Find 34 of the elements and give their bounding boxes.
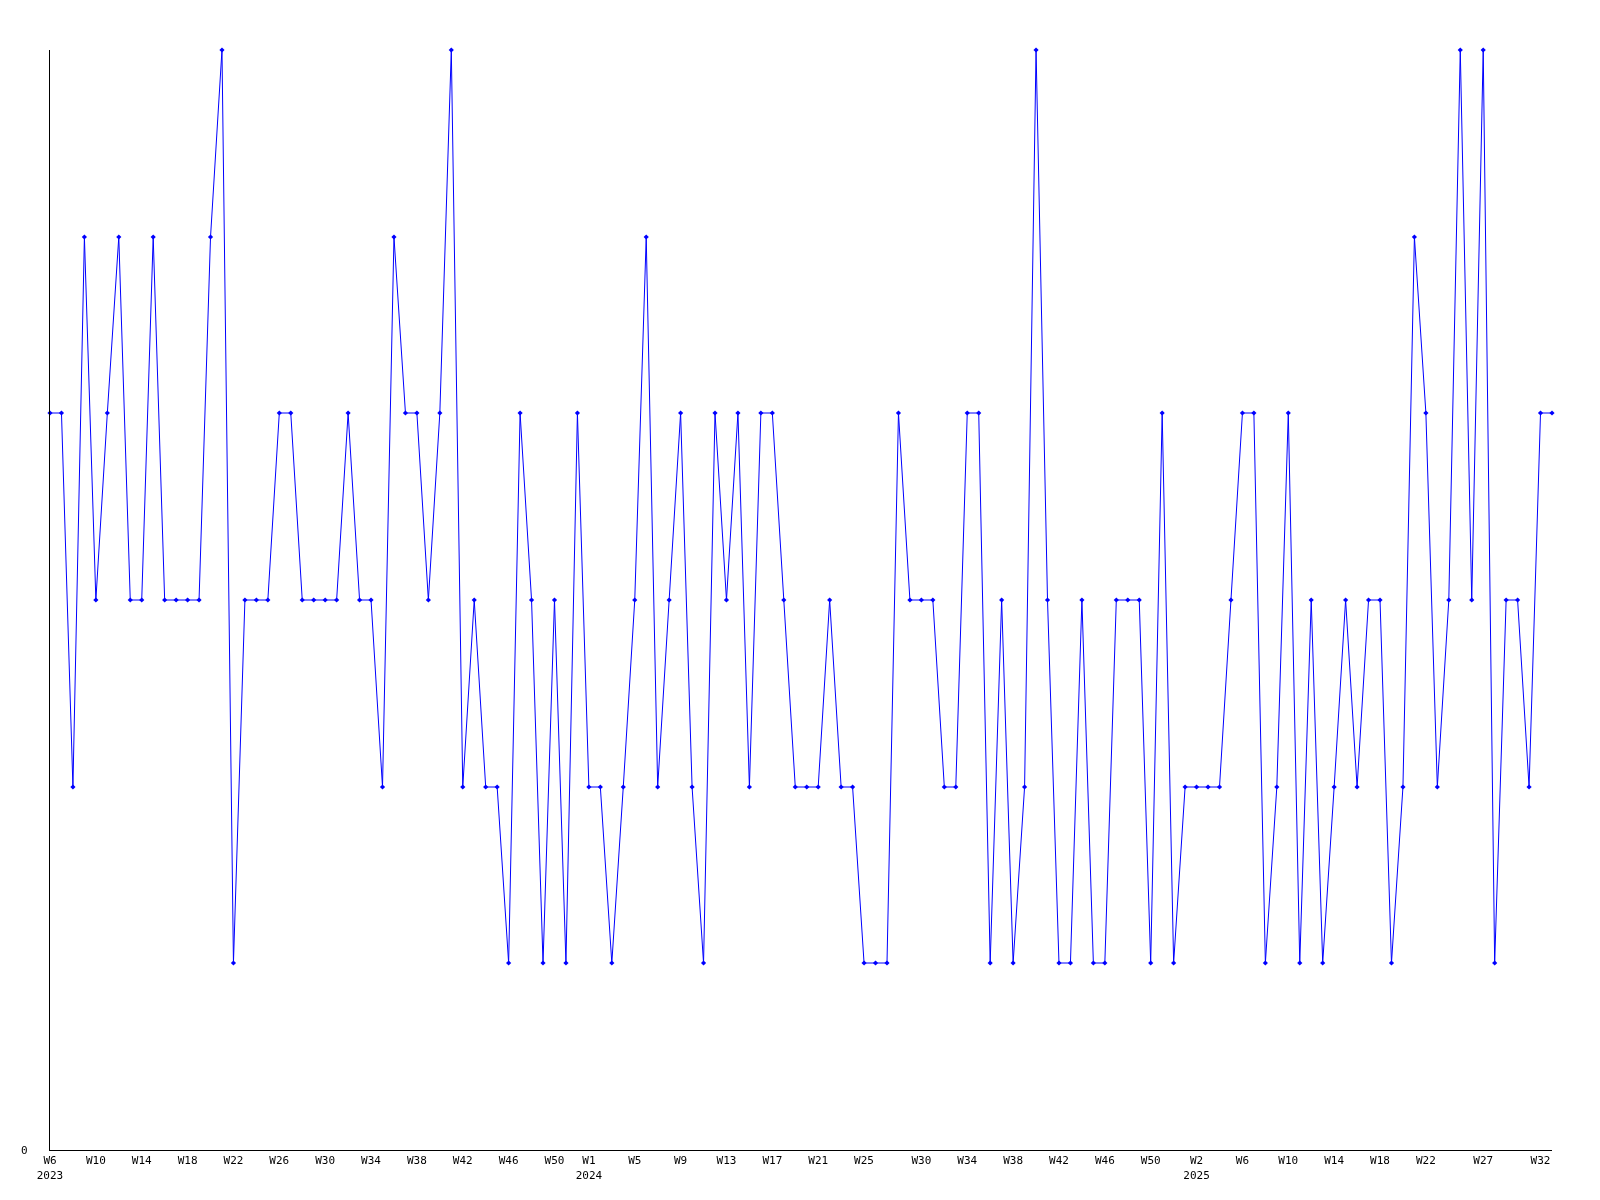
x-tick-label: W30 <box>315 1154 336 1168</box>
x-tick-label: W34 <box>361 1154 382 1168</box>
x-tick-label: W6 <box>1235 1154 1250 1168</box>
x-tick-label: W5 <box>628 1154 642 1168</box>
x-tick-label: W26 <box>269 1154 290 1168</box>
x-tick-label: W50 <box>1140 1154 1161 1168</box>
x-tick-label: W10 <box>1278 1154 1299 1168</box>
x-tick-label: W9 <box>673 1154 688 1168</box>
x-tick-label: W17 <box>762 1154 783 1168</box>
x-tick-label: W38 <box>1003 1154 1024 1168</box>
x-tick-label: W1 2024 <box>575 1154 603 1182</box>
x-tick-label: W46 <box>1094 1154 1115 1168</box>
x-tick-label: W34 <box>957 1154 978 1168</box>
x-tick-label: W6 2023 <box>36 1154 64 1182</box>
x-tick-label: W38 <box>406 1154 427 1168</box>
x-tick-label: W22 <box>1415 1154 1436 1168</box>
x-tick-label: W42 <box>1049 1154 1069 1168</box>
text: 0 <box>21 1144 28 1157</box>
x-tick-label: W30 <box>911 1154 932 1168</box>
x-tick-label: W14 <box>131 1154 153 1168</box>
x-tick-label: W50 <box>544 1154 565 1168</box>
x-tick-label: W21 <box>808 1154 829 1168</box>
x-tick-label: W18 <box>177 1154 198 1168</box>
x-tick-label: W22 <box>223 1154 244 1168</box>
x-tick-label: W14 <box>1324 1154 1345 1168</box>
x-tick-label: W2 2025 <box>1183 1154 1210 1182</box>
x-tick-label: W13 <box>716 1154 737 1168</box>
x-tick-label: W25 <box>854 1154 874 1168</box>
x-tick-label: W46 <box>498 1154 519 1168</box>
x-tick-label: W18 <box>1370 1154 1390 1168</box>
x-tick-label: W10 <box>85 1154 106 1168</box>
x-tick-label: W32 <box>1530 1154 1551 1168</box>
x-tick-label: W42 <box>452 1154 473 1168</box>
x-tick-label: W27 <box>1473 1154 1494 1168</box>
